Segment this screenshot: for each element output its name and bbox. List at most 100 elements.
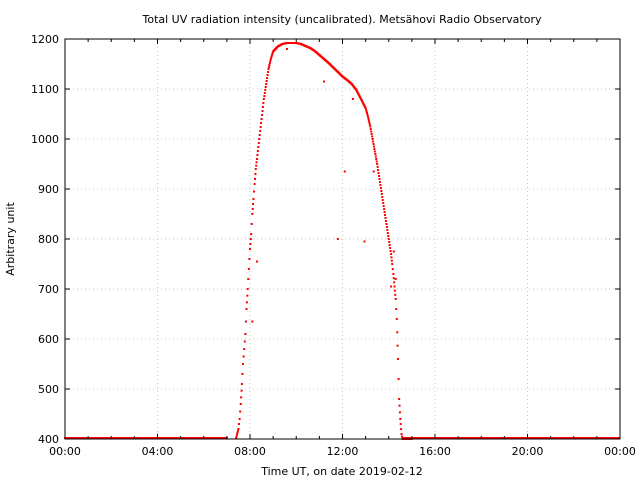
- data-point: [444, 437, 447, 439]
- data-point: [439, 437, 442, 439]
- data-point: [599, 437, 602, 439]
- data-point: [593, 437, 596, 439]
- data-point: [251, 208, 254, 210]
- data-point: [136, 437, 139, 439]
- data-point: [584, 437, 587, 439]
- data-point: [94, 437, 97, 439]
- data-point: [393, 289, 396, 292]
- y-tick-label: 1000: [31, 133, 59, 146]
- x-tick-label: 16:00: [419, 445, 451, 458]
- data-point: [477, 437, 480, 439]
- data-point: [76, 437, 79, 439]
- data-point: [117, 437, 120, 439]
- data-point: [146, 437, 149, 439]
- data-point: [98, 437, 101, 439]
- data-point: [246, 294, 249, 297]
- data-point: [66, 437, 69, 439]
- data-point: [554, 437, 557, 439]
- data-point: [258, 138, 261, 140]
- data-point: [116, 437, 119, 439]
- data-point: [239, 410, 242, 413]
- data-point: [545, 437, 547, 439]
- data-point: [238, 423, 241, 425]
- data-point: [222, 437, 225, 439]
- data-point: [132, 437, 135, 439]
- data-point: [242, 355, 245, 358]
- data-point: [432, 437, 435, 439]
- data-point: [103, 437, 106, 439]
- data-point: [454, 437, 457, 439]
- data-point: [253, 190, 256, 193]
- data-point: [214, 437, 217, 439]
- axis-ticks: 00:00 04:00 08:00 12:00 16:00 20:00 00:0040050…: [31, 33, 636, 458]
- data-point: [259, 130, 262, 132]
- data-point: [555, 437, 558, 439]
- data-point: [459, 437, 462, 439]
- data-point: [203, 437, 206, 439]
- data-point: [375, 158, 378, 160]
- data-point: [394, 298, 397, 300]
- data-point: [391, 268, 394, 270]
- data-point: [267, 68, 270, 70]
- data-point: [104, 437, 107, 439]
- outlier-point: [255, 260, 258, 263]
- data-point: [370, 130, 373, 133]
- x-tick-label: 00:00: [49, 445, 81, 458]
- data-point: [372, 145, 375, 148]
- data-point: [469, 437, 472, 439]
- data-point: [446, 437, 449, 439]
- data-point: [242, 363, 245, 365]
- data-point: [164, 437, 167, 439]
- data-point: [422, 437, 425, 439]
- data-point: [607, 437, 610, 439]
- data-point: [374, 153, 377, 155]
- data-point: [83, 437, 86, 439]
- data-point: [389, 250, 392, 252]
- data-point: [492, 437, 495, 439]
- data-point: [236, 431, 239, 434]
- data-point: [74, 437, 77, 439]
- data-point: [235, 435, 238, 438]
- data-point: [84, 437, 87, 439]
- data-point: [520, 437, 523, 439]
- data-point: [465, 437, 468, 439]
- data-point: [237, 428, 240, 430]
- data-point: [90, 437, 93, 439]
- data-point: [397, 378, 400, 380]
- data-point: [271, 53, 274, 56]
- data-point: [538, 437, 541, 439]
- data-point: [523, 437, 526, 439]
- data-point: [458, 437, 461, 439]
- data-point: [235, 437, 238, 439]
- data-point: [185, 437, 188, 439]
- data-point: [248, 258, 251, 260]
- data-point: [373, 150, 376, 153]
- data-point: [588, 437, 591, 439]
- data-point: [376, 166, 379, 168]
- data-point: [254, 173, 257, 175]
- data-point: [126, 437, 129, 439]
- data-point: [162, 437, 165, 439]
- data-point: [519, 437, 522, 439]
- data-point: [496, 437, 499, 439]
- data-point: [236, 433, 239, 436]
- outlier-point: [251, 320, 254, 323]
- data-point: [97, 437, 100, 439]
- data-point: [398, 398, 401, 400]
- data-point: [481, 437, 484, 439]
- data-point: [254, 168, 257, 170]
- data-point: [218, 437, 221, 439]
- data-point: [118, 437, 121, 439]
- data-point: [249, 248, 251, 250]
- data-point: [566, 437, 569, 439]
- data-point: [579, 437, 582, 439]
- data-point: [261, 110, 264, 112]
- data-point: [129, 437, 132, 439]
- data-point: [557, 437, 560, 439]
- data-point: [479, 437, 482, 439]
- data-point: [498, 437, 501, 439]
- data-point: [267, 71, 270, 73]
- data-point: [573, 437, 576, 439]
- data-point: [139, 437, 142, 439]
- outlier-point: [392, 250, 395, 253]
